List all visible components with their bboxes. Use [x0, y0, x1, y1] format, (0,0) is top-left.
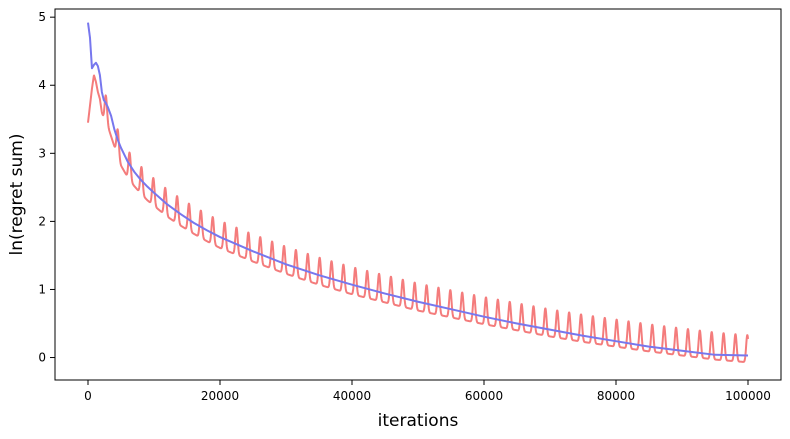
- x-tick-label: 20000: [201, 389, 239, 403]
- series-line-red: [87, 74, 749, 363]
- x-tick-label: 60000: [465, 389, 503, 403]
- series-line-blue: [87, 22, 749, 357]
- y-tick-label: 4: [38, 78, 46, 92]
- x-tick-label: 0: [84, 389, 92, 403]
- y-tick-label: 3: [38, 146, 46, 160]
- y-axis: 0 1 2 3 4 5: [38, 10, 55, 365]
- x-tick-label: 80000: [597, 389, 635, 403]
- y-tick-label: 2: [38, 214, 46, 228]
- plot-frame: [54, 8, 782, 381]
- x-axis-label: iterations: [378, 411, 459, 431]
- x-axis: 0 20000 40000 60000 80000 100000: [84, 380, 771, 403]
- y-tick-label: 5: [38, 10, 46, 24]
- y-tick-label: 1: [38, 282, 46, 296]
- x-tick-label: 100000: [725, 389, 771, 403]
- series-layer: [87, 22, 749, 363]
- x-tick-label: 40000: [333, 389, 371, 403]
- y-axis-label: ln(regret sum): [7, 134, 27, 256]
- y-tick-label: 0: [38, 351, 46, 365]
